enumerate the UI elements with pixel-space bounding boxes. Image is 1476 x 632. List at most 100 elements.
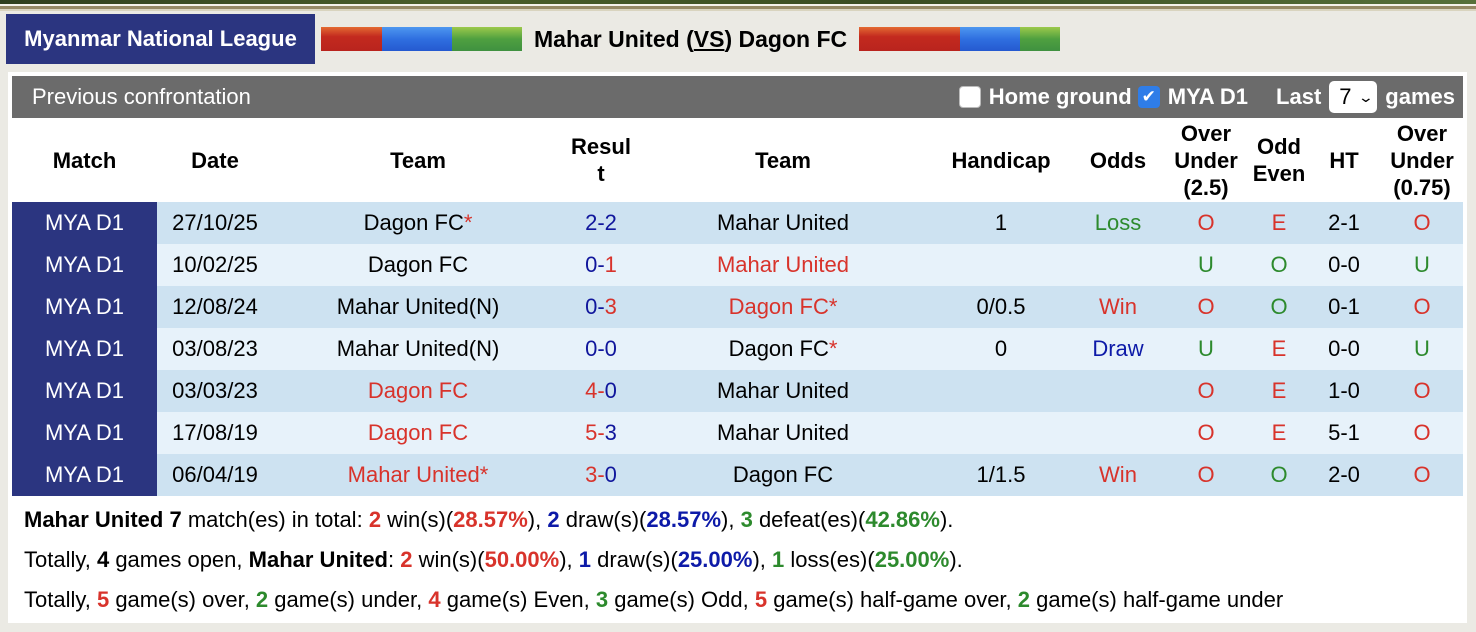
home-team[interactable]: Dagon FC	[363, 210, 464, 235]
score-separator: -	[597, 462, 605, 487]
over-under-25: O	[1161, 370, 1251, 412]
home-team-cell[interactable]: Mahar United(N)	[273, 286, 563, 328]
away-team-cell[interactable]: Dagon FC	[639, 454, 927, 496]
league-checkbox[interactable]: ✔	[1137, 86, 1160, 108]
home-ground-checkbox[interactable]	[958, 86, 981, 108]
match-date: 12/08/24	[157, 286, 273, 328]
half-time-score: 1-0	[1307, 370, 1381, 412]
divider	[0, 4, 1476, 6]
table-row[interactable]: MYA D1 10/02/25 Dagon FC 0-1 Mahar United U O 0…	[12, 244, 1463, 286]
away-team[interactable]: Dagon FC	[732, 462, 834, 487]
panel-title: Previous confrontation	[32, 84, 251, 109]
match-league[interactable]: MYA D1	[12, 328, 157, 370]
result-cell[interactable]: 0-0	[563, 328, 639, 370]
league-filter-label[interactable]: MYA D1	[1167, 84, 1249, 109]
result-cell[interactable]: 2-2	[563, 202, 639, 244]
table-row[interactable]: MYA D1 03/08/23 Mahar United(N) 0-0 Dagon FC…	[12, 328, 1463, 370]
away-team-name[interactable]: Dagon FC	[738, 25, 848, 52]
odds-result	[1075, 244, 1161, 286]
home-team-cell[interactable]: Dagon FC	[273, 412, 563, 454]
away-team-cell[interactable]: Dagon FC*	[639, 286, 927, 328]
result-cell[interactable]: 5-3	[563, 412, 639, 454]
away-team[interactable]: Mahar United	[716, 420, 850, 445]
away-team[interactable]: Dagon FC	[728, 336, 829, 361]
away-score: 3	[604, 420, 617, 445]
home-score: 2	[585, 210, 598, 235]
match-league[interactable]: MYA D1	[12, 244, 157, 286]
table-row[interactable]: MYA D1 03/03/23 Dagon FC 4-0 Mahar United O E 1…	[12, 370, 1463, 412]
table-row[interactable]: MYA D1 12/08/24 Mahar United(N) 0-3 Dagon FC…	[12, 286, 1463, 328]
home-score: 3	[585, 462, 598, 487]
vs-link[interactable]: VS	[693, 25, 725, 52]
away-team[interactable]: Mahar United	[716, 252, 850, 277]
result-cell[interactable]: 4-0	[563, 370, 639, 412]
table-row[interactable]: MYA D1 17/08/19 Dagon FC 5-3 Mahar United O E 5…	[12, 412, 1463, 454]
home-score: 0	[585, 252, 598, 277]
home-team-cell[interactable]: Dagon FC*	[273, 202, 563, 244]
away-score: 3	[604, 294, 617, 319]
home-ground-label[interactable]: Home ground	[988, 84, 1132, 109]
over-under-25: U	[1161, 244, 1251, 286]
col-home-team: Team	[273, 118, 563, 202]
match-league[interactable]: MYA D1	[12, 370, 157, 412]
home-team-name[interactable]: Mahar United	[534, 25, 680, 52]
result-cell[interactable]: 0-1	[563, 244, 639, 286]
odd-even: O	[1251, 286, 1307, 328]
away-score: 2	[604, 210, 617, 235]
half-time-score: 0-0	[1307, 328, 1381, 370]
away-team-cell[interactable]: Mahar United	[639, 244, 927, 286]
over-under-075: O	[1381, 370, 1463, 412]
last-games-select[interactable]: 7 ⌄	[1329, 81, 1378, 113]
match-league[interactable]: MYA D1	[12, 202, 157, 244]
form-segment-red	[321, 27, 382, 51]
table-row[interactable]: MYA D1 06/04/19 Mahar United* 3-0 Dagon FC 1/…	[12, 454, 1463, 496]
summary-line-open: Totally, 4 games open, Mahar United: 2 w…	[24, 547, 963, 572]
half-time-score: 5-1	[1307, 412, 1381, 454]
home-team[interactable]: Dagon FC	[367, 420, 469, 445]
table-header-row: Match Date Team Resul t Team Handicap Odd…	[12, 118, 1463, 202]
home-team-cell[interactable]: Mahar United(N)	[273, 328, 563, 370]
away-team-cell[interactable]: Mahar United	[639, 202, 927, 244]
score-separator: -	[597, 252, 605, 277]
odds-result	[1075, 370, 1161, 412]
form-segment-red	[859, 27, 960, 51]
result-cell[interactable]: 0-3	[563, 286, 639, 328]
favorite-marker: *	[479, 462, 489, 487]
table-row[interactable]: MYA D1 27/10/25 Dagon FC* 2-2 Mahar United 1 L…	[12, 202, 1463, 244]
home-team-cell[interactable]: Dagon FC	[273, 370, 563, 412]
handicap	[927, 244, 1075, 286]
home-team[interactable]: Dagon FC	[367, 252, 469, 277]
away-team-cell[interactable]: Mahar United	[639, 370, 927, 412]
away-team-cell[interactable]: Dagon FC*	[639, 328, 927, 370]
away-team[interactable]: Mahar United	[716, 378, 850, 403]
home-team-cell[interactable]: Mahar United*	[273, 454, 563, 496]
odds-result: Draw	[1075, 328, 1161, 370]
home-score: 0	[585, 336, 598, 361]
match-league[interactable]: MYA D1	[12, 454, 157, 496]
match-date: 06/04/19	[157, 454, 273, 496]
home-team[interactable]: Dagon FC	[367, 378, 469, 403]
favorite-marker: *	[828, 336, 838, 361]
league-title[interactable]: Myanmar National League	[6, 14, 315, 64]
home-team[interactable]: Mahar United(N)	[336, 336, 500, 361]
over-under-075: U	[1381, 328, 1463, 370]
col-odd-even: Odd Even	[1251, 118, 1307, 202]
col-match: Match	[12, 118, 157, 202]
away-team[interactable]: Dagon FC	[728, 294, 829, 319]
handicap: 1/1.5	[927, 454, 1075, 496]
col-ht: HT	[1307, 118, 1381, 202]
odd-even: E	[1251, 370, 1307, 412]
over-under-25: O	[1161, 412, 1251, 454]
home-team-cell[interactable]: Dagon FC	[273, 244, 563, 286]
away-team-cell[interactable]: Mahar United	[639, 412, 927, 454]
match-league[interactable]: MYA D1	[12, 412, 157, 454]
confrontation-table: Match Date Team Resul t Team Handicap Odd…	[12, 118, 1463, 496]
match-league[interactable]: MYA D1	[12, 286, 157, 328]
score-separator: -	[597, 336, 605, 361]
home-team[interactable]: Mahar United(N)	[336, 294, 500, 319]
games-label: games	[1385, 84, 1455, 109]
home-team[interactable]: Mahar United	[347, 462, 480, 487]
checkmark-icon: ✔	[1141, 87, 1156, 106]
away-team[interactable]: Mahar United	[716, 210, 850, 235]
result-cell[interactable]: 3-0	[563, 454, 639, 496]
